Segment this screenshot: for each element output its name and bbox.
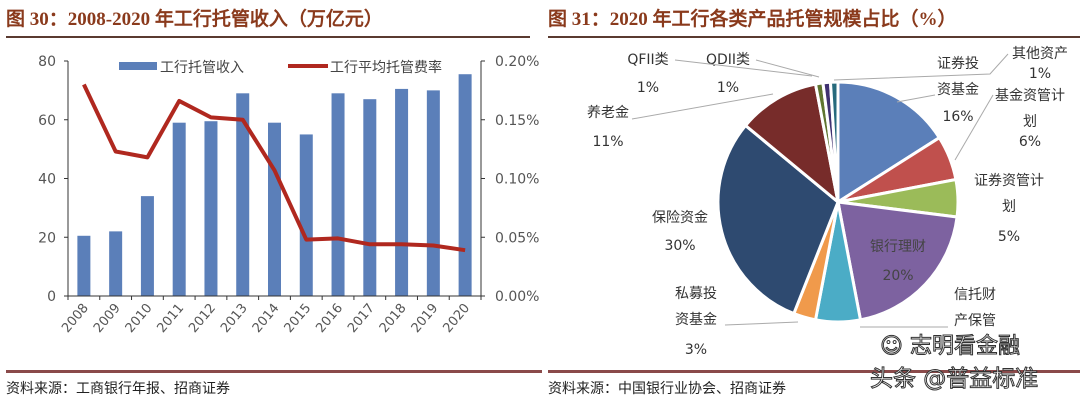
bar-2014 (268, 122, 281, 296)
pie-slice-7 (743, 82, 841, 206)
watermark-wechat: ☺ 志明看金融 (880, 334, 1021, 360)
right-title-rule (548, 36, 1080, 38)
pie-label-3: 银行理财 (870, 239, 926, 255)
bar-2019 (426, 90, 440, 296)
leader-line-5 (954, 94, 994, 161)
x-tick-label: 2015 (282, 301, 315, 336)
left-tick-label: 40 (38, 172, 56, 188)
x-tick-label: 2010 (123, 301, 156, 336)
x-tick-label: 2011 (154, 301, 187, 336)
pie-pct-9: 1% (717, 80, 739, 96)
leader-line-1 (674, 59, 813, 77)
pie-label-9: QDII类 (706, 52, 750, 68)
x-tick-label: 2012 (186, 301, 219, 336)
pie-label-0: 资基金 (937, 81, 979, 98)
pie-label-5: 资基金 (675, 311, 717, 328)
pie-label-0: 证券投 (937, 56, 979, 72)
x-tick-label: 2019 (409, 301, 442, 336)
right-source: 资料来源：中国银行业协会、招商证券 (548, 381, 786, 397)
bar-2017 (363, 99, 377, 296)
right-footer-rule (548, 370, 1080, 373)
leader-line-6 (724, 321, 799, 326)
x-tick-label: 2013 (218, 301, 251, 336)
pie-label-2: 证券资管计 (974, 173, 1044, 189)
legend-line-label: 工行平均托管费率 (330, 59, 442, 76)
pie-pct-0: 16% (942, 109, 973, 125)
legend-bar-label: 工行托管收入 (160, 60, 244, 76)
pie-label-4: 信托财 (954, 287, 996, 303)
pie-slice-3 (836, 200, 959, 322)
right-tick-label: 0.10% (495, 172, 539, 188)
leader-line-4 (896, 94, 936, 103)
left-tick-label: 80 (38, 54, 56, 70)
right-tick-label: 0.05% (495, 230, 539, 246)
bar-2010 (140, 196, 154, 296)
left-source: 资料来源：工商银行年报、招商证券 (6, 381, 230, 397)
leader-line-0 (631, 93, 774, 120)
legend-bar-swatch (119, 62, 157, 70)
pie-label-7: 养老金 (587, 105, 629, 121)
bar-2020 (458, 74, 472, 296)
x-tick-label: 2018 (377, 301, 410, 336)
pie-pct-3: 20% (882, 268, 913, 284)
pie-label-4: 产保管 (954, 313, 996, 329)
x-tick-label: 2016 (313, 301, 346, 336)
x-tick-label: 2017 (345, 301, 378, 336)
pie-slice-0 (836, 80, 942, 205)
pie-pct-10: 1% (1029, 66, 1051, 82)
left-footer-rule (6, 370, 542, 373)
pie-label-10: 其他资产 (1012, 46, 1068, 62)
bar-2012 (204, 121, 218, 296)
bar-2011 (172, 122, 186, 296)
x-tick-label: 2009 (91, 301, 124, 336)
pie-label-5: 私募投 (675, 286, 717, 302)
x-tick-label: 2014 (250, 301, 283, 336)
left-chart-title: 图 30：2008-2020 年工行托管收入（万亿元） (6, 9, 383, 30)
pie-pct-5: 3% (685, 342, 707, 358)
wechat-icon: ☺ (880, 334, 910, 360)
pie-slice-10 (828, 80, 840, 203)
bar-2018 (395, 88, 409, 296)
bar-2015 (299, 134, 313, 296)
left-title-rule (6, 36, 530, 38)
pie-pct-1: 6% (1019, 134, 1041, 150)
left-tick-label: 0 (47, 289, 56, 305)
pie-pct-7: 11% (592, 134, 623, 150)
leader-line-2 (755, 59, 820, 78)
bar-2016 (331, 93, 345, 296)
pie-label-8: QFII类 (627, 52, 668, 68)
pie-pct-6: 30% (664, 238, 695, 254)
rate-line (82, 83, 466, 253)
x-tick-label: 2008 (59, 301, 92, 336)
pie-slice-6 (716, 123, 840, 316)
left-tick-label: 20 (38, 230, 56, 246)
bar-2009 (109, 231, 123, 296)
leader-line-3 (833, 53, 1009, 81)
pie-pct-2: 5% (998, 229, 1020, 245)
watermark-wechat-text: 志明看金融 (909, 334, 1020, 360)
right-tick-label: 0.00% (495, 289, 539, 305)
bar-2008 (77, 235, 91, 296)
pie-label-1: 基金资管计 (995, 87, 1065, 104)
x-tick-label: 2020 (440, 301, 473, 336)
pie-label-2: 划 (1002, 199, 1016, 215)
left-tick-label: 60 (38, 113, 56, 129)
watermark-toutiao: 头条 @普益标准 (869, 366, 1039, 393)
right-chart-title: 图 31：2020 年工行各类产品托管规模占比（%） (548, 9, 957, 30)
pie-label-1: 划 (1023, 114, 1037, 130)
right-tick-label: 0.15% (495, 113, 539, 129)
pie-pct-8: 1% (637, 80, 659, 96)
bar-2013 (236, 93, 250, 296)
right-tick-label: 0.20% (495, 54, 539, 70)
pie-label-6: 保险资金 (652, 210, 708, 226)
